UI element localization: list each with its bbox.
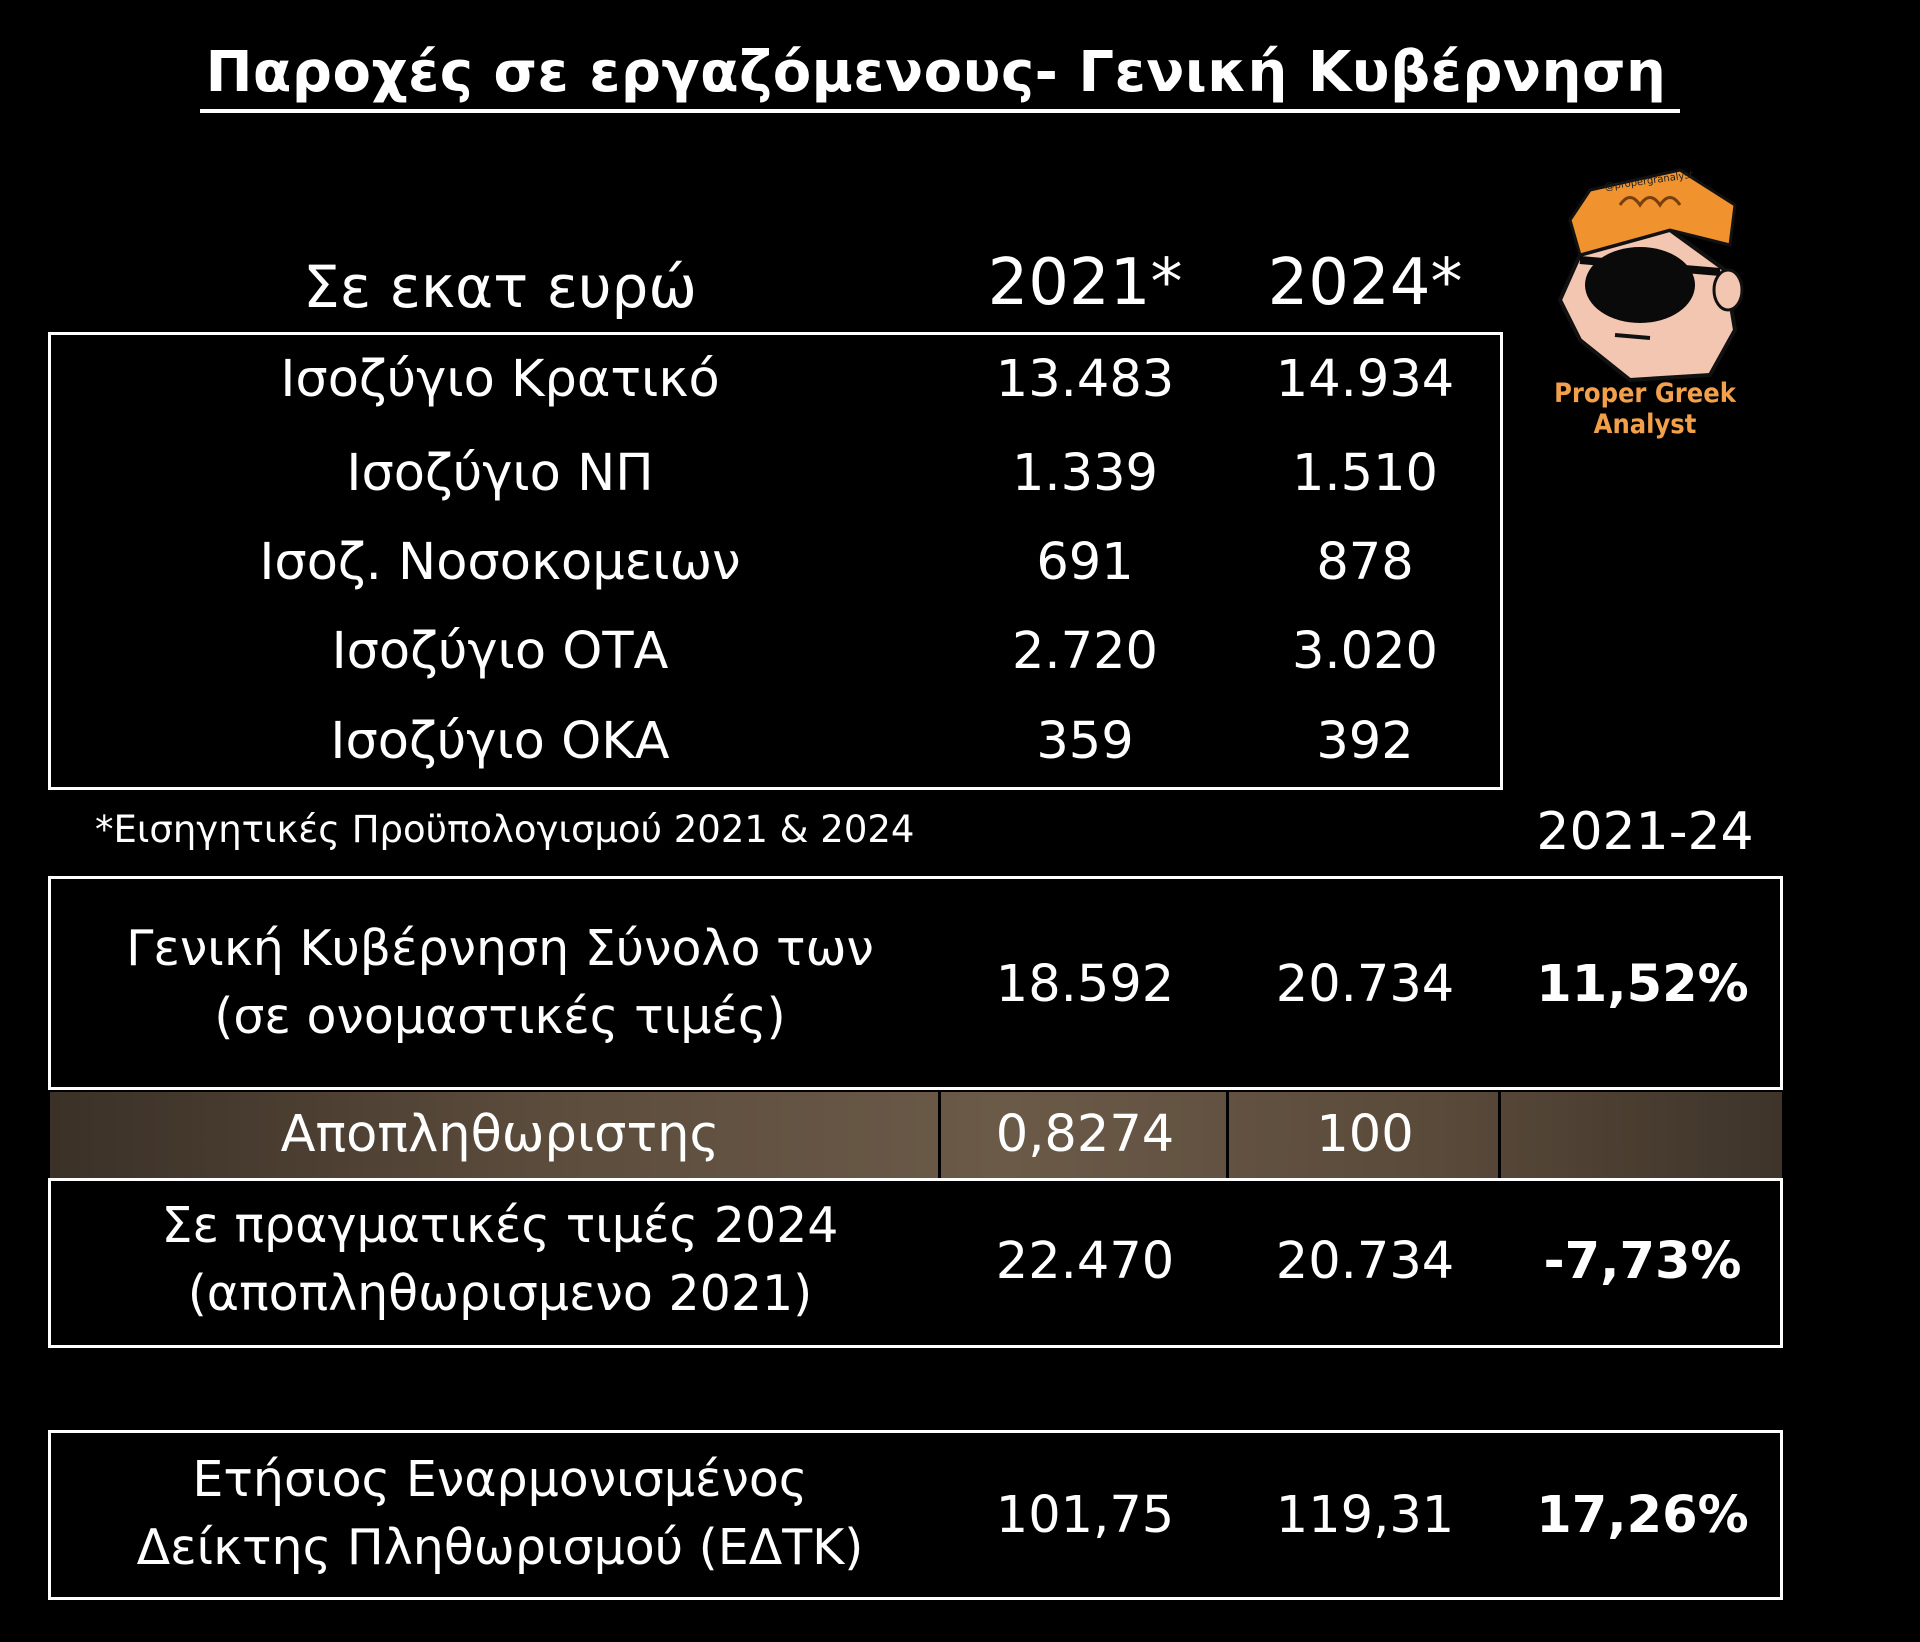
nominal-total-2024: 20.734 [1275, 955, 1455, 1014]
column-divider [1226, 1092, 1229, 1178]
page-title-text: Παροχές σε εργαζόμενους- Γενική Κυβέρνησ… [199, 40, 1681, 113]
real-total-2021: 22.470 [995, 1232, 1175, 1291]
nominal-total-change: 11,52% [1536, 955, 1749, 1014]
table-row-label: Ισοζύγιο Κρατικό [280, 350, 720, 409]
table-row-label: Ισοζύγιο ΟΚΑ [330, 712, 670, 771]
nominal-total-label-line2: (σε ονομαστικές τιμές) [214, 988, 786, 1045]
nominal-total-label: Γενική Κυβέρνηση Σύνολο των (σε ονομαστι… [50, 915, 950, 1051]
table-cell-2021: 2.720 [1011, 622, 1158, 681]
hicp-label-line1: Ετήσιος Εναρμονισμένος [192, 1451, 808, 1508]
table-row-label: Ισοζύγιο ΝΠ [346, 444, 654, 503]
hicp-change: 17,26% [1536, 1486, 1749, 1545]
real-total-label: Σε πραγματικές τιμές 2024 (αποπληθωρισμε… [50, 1192, 950, 1328]
hicp-label-line2: Δείκτης Πληθωρισμού (ΕΔΤΚ) [136, 1519, 864, 1576]
column-divider [938, 1092, 941, 1178]
nominal-total-label-line1: Γενική Κυβέρνηση Σύνολο των [126, 920, 874, 977]
logo: @propergranalyst [1520, 160, 1770, 400]
table-cell-2024: 1.510 [1291, 444, 1438, 503]
hicp-2021: 101,75 [995, 1486, 1175, 1545]
table-cell-2024: 14.934 [1275, 350, 1455, 409]
column-header-2024: 2024* [1267, 246, 1463, 320]
real-total-label-line1: Σε πραγματικές τιμές 2024 [161, 1197, 839, 1254]
nominal-total-2021: 18.592 [995, 955, 1175, 1014]
nominal-total-box [48, 876, 1783, 1090]
hicp-box [48, 1430, 1783, 1600]
real-total-box [48, 1178, 1783, 1348]
footnote: *Εισηγητικές Προϋπολογισμού 2021 & 2024 [95, 808, 915, 851]
table-cell-2021: 13.483 [995, 350, 1175, 409]
column-header-2021: 2021* [987, 246, 1183, 320]
cartoon-face-eyepatch-icon: @propergranalyst [1557, 168, 1744, 383]
table-cell-2024: 392 [1316, 712, 1414, 771]
deflator-2021: 0,8274 [995, 1105, 1175, 1164]
real-total-2024: 20.734 [1275, 1232, 1455, 1291]
real-total-label-line2: (αποπληθωρισμενο 2021) [187, 1265, 813, 1322]
table-row-label: Ισοζύγιο ΟΤΑ [331, 622, 669, 681]
table-cell-2024: 878 [1316, 533, 1414, 592]
table-row-label: Ισοζ. Νοσοκομειων [259, 533, 741, 592]
table-cell-2021: 359 [1036, 712, 1134, 771]
deflator-label: Αποπληθωριστης [280, 1105, 720, 1164]
breakdown-table [48, 332, 1503, 790]
table-cell-2024: 3.020 [1291, 622, 1438, 681]
deflator-row [50, 1092, 1782, 1178]
unit-label: Σε εκατ ευρώ [303, 253, 697, 321]
hicp-label: Ετήσιος Εναρμονισμένος Δείκτης Πληθωρισμ… [50, 1446, 950, 1582]
deflator-2024: 100 [1316, 1105, 1414, 1164]
logo-caption: Proper Greek Analyst [1554, 378, 1736, 440]
column-divider [1498, 1092, 1501, 1178]
table-cell-2021: 1.339 [1011, 444, 1158, 503]
table-cell-2021: 691 [1036, 533, 1134, 592]
column-header-change: 2021-24 [1536, 802, 1754, 862]
hicp-2024: 119,31 [1275, 1486, 1455, 1545]
real-total-change: -7,73% [1543, 1232, 1742, 1291]
page-title: Παροχές σε εργαζόμενους- Γενική Κυβέρνησ… [0, 40, 1920, 113]
